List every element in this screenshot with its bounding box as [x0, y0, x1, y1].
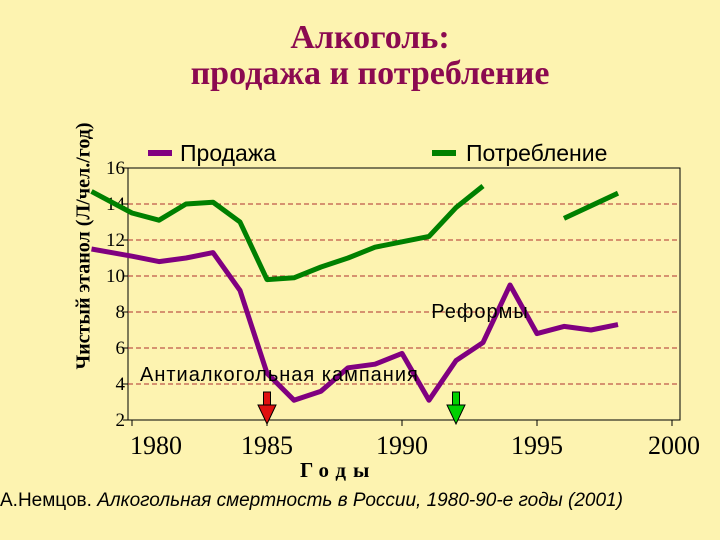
chart-title-line-2: продажа и потребление	[190, 55, 550, 92]
x-tick-label: 1980	[130, 431, 182, 460]
y-tick-label: 4	[116, 374, 126, 395]
y-tick-label: 12	[106, 230, 125, 251]
series-line-consumption	[562, 190, 620, 221]
y-tick-label: 10	[106, 266, 125, 287]
y-tick-label: 6	[116, 338, 126, 359]
chart-title-line-1: Алкоголь:	[290, 19, 450, 56]
campaign-arrow-shaft	[263, 391, 271, 406]
x-tick-label: 1990	[376, 431, 428, 460]
source-author: А.Немцов.	[0, 490, 92, 511]
reform-arrow-shaft	[452, 391, 460, 406]
plot-area	[127, 167, 681, 421]
reforms-annotation: Реформы	[431, 301, 528, 323]
source-text: Алкогольная смертность в России, 1980-90…	[97, 490, 623, 511]
y-tick-label: 2	[116, 410, 126, 431]
y-tick-label: 8	[116, 302, 126, 323]
series-line-consumption	[90, 184, 485, 283]
x-tick-label: 1985	[241, 431, 293, 460]
x-tick-label: 1995	[511, 431, 563, 460]
source-citation: А.Немцов. Алкогольная смертность в Росси…	[0, 490, 720, 512]
x-axis-label: Годы	[300, 458, 377, 482]
legend-label: Продажа	[180, 140, 276, 166]
x-tick-label: 2000	[648, 431, 700, 460]
campaign-arrow-head	[257, 404, 277, 426]
legend-label: Потребление	[466, 140, 607, 166]
y-tick-label: 16	[106, 158, 125, 179]
anti-alcohol-campaign-annotation: Антиалкогольная кампания	[140, 364, 419, 386]
series-line-sales	[91, 246, 619, 403]
reform-arrow-head	[446, 404, 466, 426]
